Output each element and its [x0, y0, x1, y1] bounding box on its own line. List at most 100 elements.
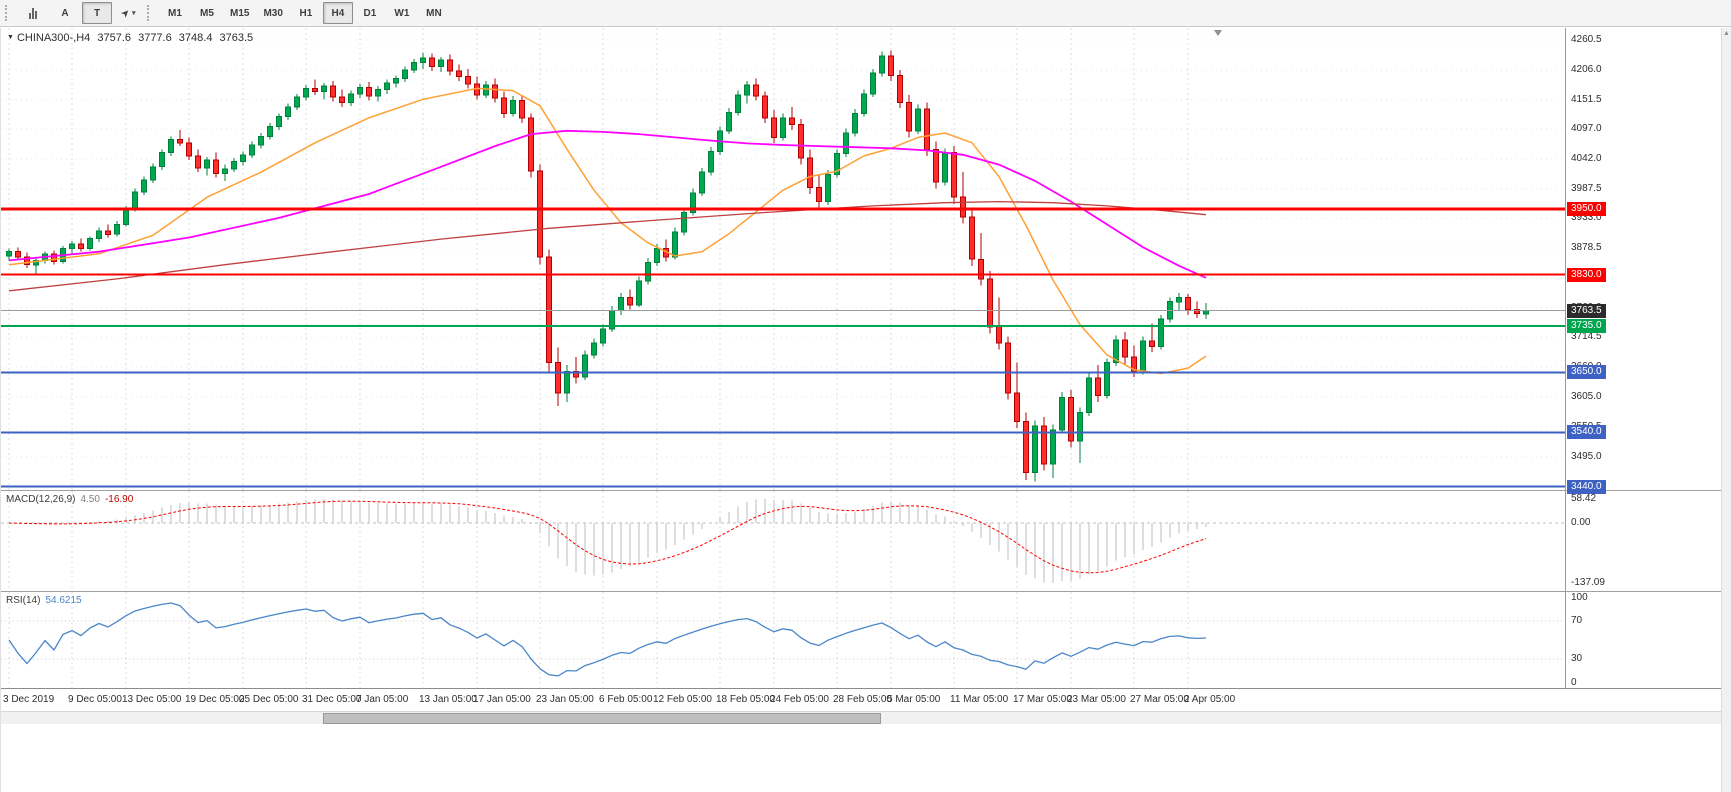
- time-axis-label: 11 Mar 05:00: [950, 694, 1009, 705]
- timeframe-m30-button[interactable]: M30: [263, 7, 283, 19]
- text-tool-button[interactable]: T: [82, 2, 112, 24]
- close-value: 3763.5: [219, 32, 254, 44]
- price-line-label: 3735.0: [1567, 319, 1606, 334]
- chart-shift-marker: [1214, 30, 1222, 36]
- price-axis-label: 0.00: [1571, 517, 1591, 529]
- price-axis-label: 100: [1571, 592, 1588, 603]
- timeframe-h4-button[interactable]: H4: [322, 2, 353, 24]
- time-axis-label: 23 Jan 05:00: [536, 694, 594, 705]
- price-axis-label: 4260.5: [1571, 34, 1602, 46]
- time-axis-label: 3 Dec 2019: [3, 694, 55, 705]
- scrollbar-thumb[interactable]: [323, 713, 881, 724]
- scroll-up-icon[interactable]: ▲: [1723, 30, 1730, 37]
- time-axis-label: 19 Dec 05:00: [185, 694, 245, 705]
- low-value: 3748.4: [178, 32, 213, 44]
- ma-fast: [8, 87, 1207, 375]
- time-axis-label: 13 Dec 05:00: [122, 694, 182, 705]
- pointer-tool-button[interactable]: ➤ ▾: [114, 2, 144, 24]
- macd-name: MACD(12,26,9): [6, 494, 76, 505]
- annotate-button[interactable]: A: [61, 7, 69, 19]
- rsi-value: 54.6215: [45, 595, 82, 606]
- macd-panel[interactable]: MACD(12,26,9) 4.50 -16.90 58.42 0.00 -137.09: [1, 491, 1731, 592]
- main-chart-panel[interactable]: ▼ CHINA300-,H4 3757.6 3777.6 3748.4 3763.…: [1, 28, 1731, 494]
- timeframe-w1-button[interactable]: W1: [394, 7, 410, 19]
- toolbar: A T ➤ ▾ M1 M5 M15 M30 H1 H4 D1 W1 MN: [0, 0, 1731, 27]
- open-value: 3757.6: [97, 32, 132, 44]
- price-axis-label: 58.42: [1571, 493, 1597, 504]
- bar-chart-button[interactable]: [18, 2, 48, 24]
- rsi-axis: 100 70 30 0: [1565, 592, 1726, 688]
- rsi-plot: [1, 592, 1565, 688]
- price-axis-label: 3495.0: [1571, 450, 1602, 462]
- price-axis: 4260.5 4206.0 4151.5 4097.0 4042.0 3987.5 3933…: [1565, 28, 1726, 494]
- rsi-line: [8, 602, 1207, 677]
- rsi-title: RSI(14) 54.6215: [6, 595, 87, 606]
- timeframe-m15-button[interactable]: M15: [230, 7, 250, 19]
- macd-histogram: [17, 499, 1207, 583]
- price-axis-label: 70: [1571, 614, 1583, 626]
- price-line-label: 3440.0: [1567, 479, 1606, 494]
- time-axis-label: 27 Mar 05:00: [1130, 694, 1189, 705]
- rsi-panel[interactable]: RSI(14) 54.6215 100 70 30 0: [1, 592, 1731, 689]
- toolbar-grip: [147, 5, 153, 21]
- candlestick-plot[interactable]: [1, 28, 1565, 490]
- macd-title: MACD(12,26,9) 4.50 -16.90: [6, 494, 138, 505]
- time-axis-label: 12 Feb 05:00: [653, 694, 712, 705]
- price-axis-label: 3987.5: [1571, 182, 1602, 194]
- rsi-name: RSI(14): [6, 595, 41, 606]
- macd-axis: 58.42 0.00 -137.09: [1565, 491, 1726, 591]
- timeframe-d1-button[interactable]: D1: [363, 7, 377, 19]
- horizontal-lines: [1, 207, 1565, 488]
- timeframe-m1-button[interactable]: M1: [168, 7, 182, 19]
- pointer-icon: ➤: [119, 6, 133, 19]
- macd-plot: [1, 491, 1565, 591]
- price-line-label: 3540.0: [1567, 425, 1606, 440]
- price-line-label: 3950.0: [1567, 202, 1606, 217]
- time-axis-label: 28 Feb 05:00: [833, 694, 892, 705]
- time-axis-label: 18 Feb 05:00: [716, 694, 775, 705]
- price-axis-label: 0: [1571, 677, 1577, 688]
- vertical-scrollbar[interactable]: ▲: [1721, 28, 1731, 792]
- time-axis-label: 6 Feb 05:00: [599, 694, 653, 705]
- price-line-label: 3650.0: [1567, 365, 1606, 380]
- horizontal-scrollbar[interactable]: [1, 711, 1722, 724]
- price-line-label: 3763.5: [1567, 303, 1606, 318]
- price-axis-label: 3714.5: [1571, 331, 1602, 343]
- macd-signal-line: [8, 500, 1207, 574]
- high-value: 3777.6: [138, 32, 172, 44]
- timeframe-h1-button[interactable]: H1: [299, 7, 313, 19]
- price-axis-label: 3933.0: [1571, 212, 1602, 224]
- symbol-label: CHINA300-,H4: [16, 32, 91, 44]
- grid: [1, 28, 1565, 490]
- bar-chart-icon: [28, 7, 38, 19]
- time-axis-label: 13 Jan 05:00: [419, 694, 477, 705]
- moving-averages: [8, 87, 1207, 375]
- price-axis-label: 4151.5: [1571, 93, 1602, 105]
- chevron-down-icon: ▾: [132, 10, 136, 17]
- timeframe-mn-button[interactable]: MN: [426, 7, 442, 19]
- candles: [6, 50, 1209, 482]
- time-axis-label: 17 Mar 05:00: [1013, 694, 1072, 705]
- chart-header: ▼ CHINA300-,H4 3757.6 3777.6 3748.4 3763.…: [7, 32, 257, 44]
- price-axis-label: 30: [1571, 653, 1583, 665]
- time-axis-label: 23 Mar 05:00: [1067, 694, 1126, 705]
- time-axis-label: 31 Dec 05:00: [302, 694, 362, 705]
- macd-signal-value: -16.90: [104, 494, 134, 505]
- ma-mid: [8, 129, 1207, 279]
- ma-slow: [8, 200, 1207, 292]
- price-axis-label: 4097.0: [1571, 123, 1602, 135]
- price-axis-label: 3605.0: [1571, 390, 1602, 402]
- expand-icon[interactable]: ▼: [7, 34, 14, 41]
- time-axis-label: 9 Dec 05:00: [68, 694, 122, 705]
- time-axis-label: 17 Jan 05:00: [473, 694, 531, 705]
- time-axis-label: 25 Dec 05:00: [239, 694, 299, 705]
- price-axis-label: 3878.5: [1571, 242, 1602, 254]
- timeframe-m5-button[interactable]: M5: [200, 7, 214, 19]
- time-axis-label: 5 Mar 05:00: [887, 694, 941, 705]
- price-axis-label: 4042.0: [1571, 153, 1602, 165]
- price-line-label: 3830.0: [1567, 267, 1606, 282]
- chart-area[interactable]: ▼ CHINA300-,H4 3757.6 3777.6 3748.4 3763.…: [0, 28, 1731, 792]
- macd-main-value: 4.50: [80, 494, 100, 505]
- time-axis: 3 Dec 2019 9 Dec 05:00 13 Dec 05:00 19 Dec …: [1, 689, 1731, 711]
